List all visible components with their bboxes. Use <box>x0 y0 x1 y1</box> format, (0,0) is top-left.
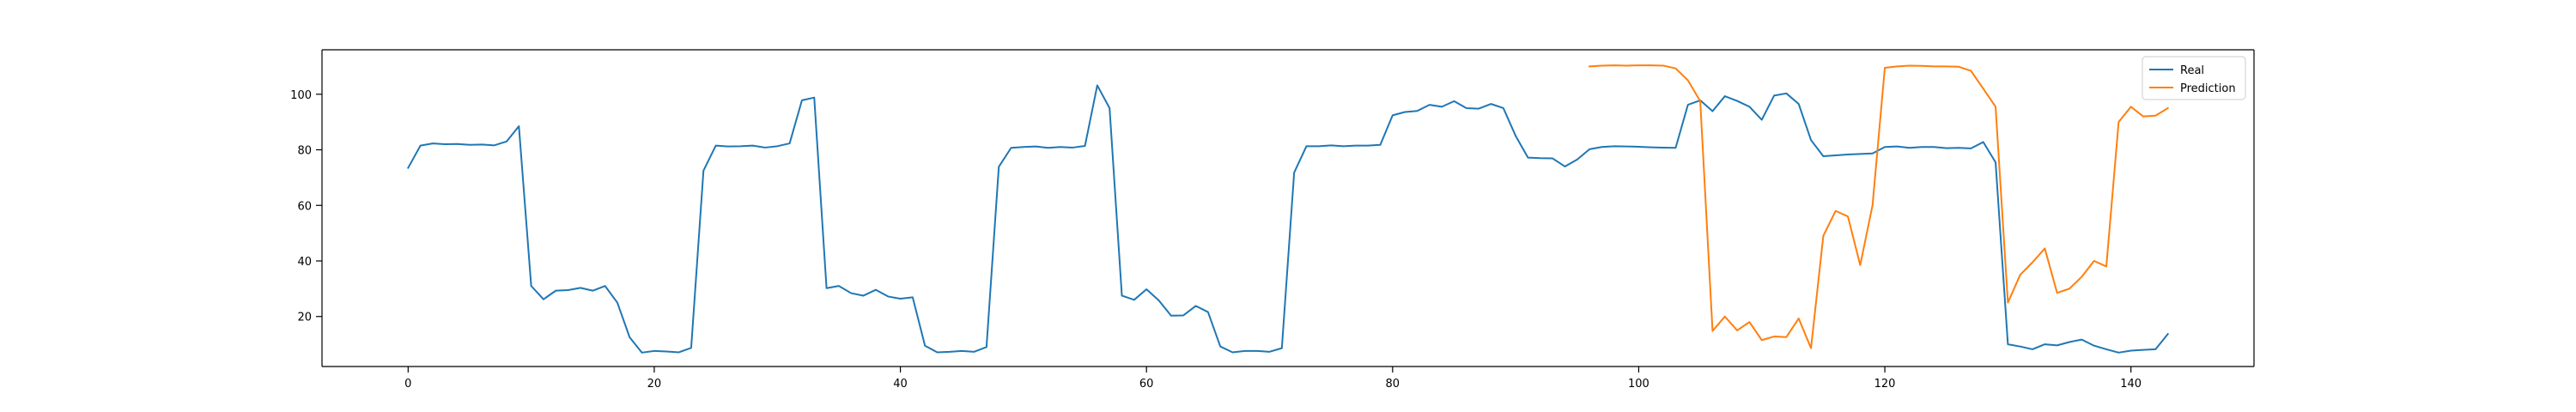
legend-label-prediction: Prediction <box>2180 82 2236 95</box>
x-tick-label: 20 <box>647 378 662 391</box>
y-tick-label: 80 <box>297 145 312 158</box>
series-line-prediction <box>1589 64 2170 349</box>
y-tick-label: 40 <box>297 256 312 269</box>
axes-layer: 0 20 40 60 80 100 120 140 20 40 60 80 100 <box>290 49 2255 391</box>
legend: Real Prediction <box>2142 56 2246 100</box>
x-tick-label: 140 <box>2120 378 2142 391</box>
y-tick-label: 100 <box>290 89 312 102</box>
series-layer <box>322 50 2254 367</box>
plot-area <box>322 50 2254 367</box>
x-tick-label: 60 <box>1139 378 1154 391</box>
x-tick-label: 0 <box>404 378 411 391</box>
series-line-real <box>406 84 2170 354</box>
legend-box <box>2142 56 2246 100</box>
y-tick-label: 60 <box>297 200 312 213</box>
legend-label-real: Real <box>2180 64 2204 77</box>
x-tick-label: 120 <box>1874 378 1896 391</box>
y-tick-label: 20 <box>297 312 312 324</box>
x-tick-label: 100 <box>1628 378 1649 391</box>
x-tick-label: 40 <box>893 378 908 391</box>
x-tick-label: 80 <box>1386 378 1400 391</box>
